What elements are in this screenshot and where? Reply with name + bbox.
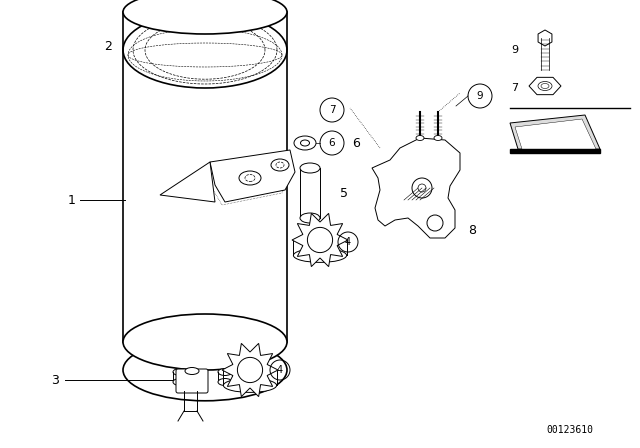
- Ellipse shape: [218, 379, 232, 385]
- Polygon shape: [160, 162, 215, 202]
- Ellipse shape: [218, 369, 232, 375]
- Ellipse shape: [223, 379, 276, 392]
- Ellipse shape: [300, 163, 320, 173]
- Ellipse shape: [123, 339, 287, 401]
- Polygon shape: [210, 150, 295, 202]
- Ellipse shape: [173, 379, 187, 385]
- Polygon shape: [372, 138, 460, 238]
- Ellipse shape: [271, 159, 289, 171]
- Ellipse shape: [293, 248, 347, 263]
- Polygon shape: [222, 343, 278, 396]
- Text: 1: 1: [68, 194, 76, 207]
- Ellipse shape: [434, 135, 442, 141]
- Ellipse shape: [173, 369, 187, 375]
- Ellipse shape: [300, 213, 320, 223]
- Circle shape: [237, 358, 262, 383]
- Text: 2: 2: [104, 39, 112, 52]
- Text: 9: 9: [511, 45, 518, 55]
- Circle shape: [307, 228, 333, 253]
- Ellipse shape: [123, 314, 287, 370]
- Text: 5: 5: [340, 186, 348, 199]
- Text: 7: 7: [511, 83, 518, 93]
- Polygon shape: [515, 119, 596, 149]
- Ellipse shape: [123, 0, 287, 34]
- Text: 6: 6: [352, 137, 360, 150]
- FancyBboxPatch shape: [176, 369, 208, 393]
- Polygon shape: [510, 115, 600, 149]
- Text: 9: 9: [477, 91, 483, 101]
- Circle shape: [412, 178, 432, 198]
- Text: 3: 3: [51, 374, 59, 387]
- Text: 6: 6: [329, 138, 335, 148]
- Text: 4: 4: [277, 365, 283, 375]
- Text: 8: 8: [468, 224, 476, 237]
- Polygon shape: [292, 213, 348, 267]
- Text: 00123610: 00123610: [547, 425, 593, 435]
- Ellipse shape: [538, 82, 552, 90]
- Ellipse shape: [239, 171, 261, 185]
- Ellipse shape: [185, 367, 199, 375]
- Polygon shape: [529, 78, 561, 95]
- Ellipse shape: [294, 136, 316, 150]
- Circle shape: [427, 215, 443, 231]
- Ellipse shape: [123, 12, 287, 88]
- Ellipse shape: [301, 140, 310, 146]
- Ellipse shape: [416, 135, 424, 141]
- Polygon shape: [510, 149, 600, 153]
- Text: 4: 4: [345, 237, 351, 247]
- Polygon shape: [538, 30, 552, 46]
- Text: 7: 7: [329, 105, 335, 115]
